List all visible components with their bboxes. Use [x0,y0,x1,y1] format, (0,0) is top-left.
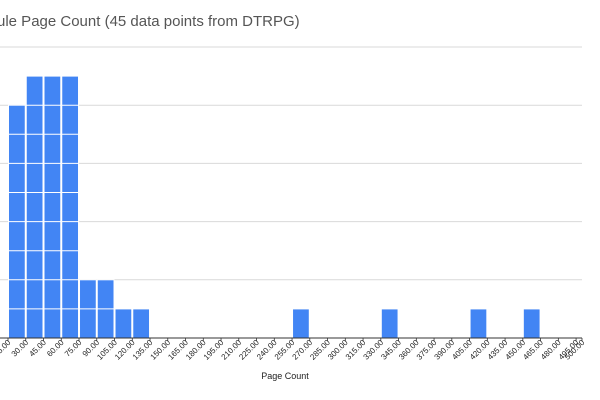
x-tick-label: 30.00 [10,338,31,359]
bar [25,75,44,339]
bar [380,308,399,339]
bar [43,75,62,339]
bar [132,308,151,339]
x-tick-label: 75.00 [63,338,84,359]
bar [61,75,80,339]
bar [114,308,133,339]
bar [469,308,488,339]
bar [292,308,310,339]
x-tick-label: 15.00 [0,338,13,359]
chart-title: ule Page Count (45 data points from DTRP… [0,13,300,30]
x-tick-label: 60.00 [45,338,66,359]
bar [522,308,541,339]
x-tick-label: 45.00 [27,338,48,359]
x-axis-title: Page Count [261,371,309,381]
